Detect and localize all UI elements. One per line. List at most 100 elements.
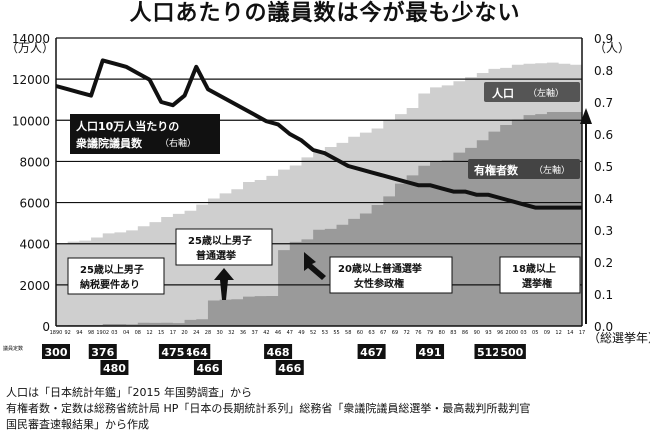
x-tick-label: 46 [275, 330, 281, 336]
x-tick-label: 30 [216, 330, 222, 336]
x-tick-label: 17 [579, 330, 585, 336]
x-tick-label: 1890 [50, 330, 63, 336]
seat-value: 300 [45, 346, 68, 359]
seat-row: 300 376 466 464 468 466 467 491 512 500 480 475 [42, 344, 526, 375]
x-tick-label: 55 [333, 330, 339, 336]
right-tick-label: 0.3 [594, 224, 613, 238]
era3-arrow [304, 252, 326, 280]
era3-line2: 女性参政権 [354, 277, 404, 290]
note-line-3: 国民審査速報結果」から作成 [6, 418, 149, 431]
right-tick-label: 0.0 [594, 320, 613, 334]
seat-value: 376 [91, 346, 114, 359]
x-tick-label: 60 [357, 330, 363, 336]
x-tick-label: 83 [450, 330, 456, 336]
ratio-label-line2: 衆議院議員数 [76, 136, 143, 150]
seat-box [193, 360, 222, 375]
x-tick-label: 69 [392, 330, 398, 336]
era4-line2: 選挙権 [522, 277, 552, 290]
population-axis-label: （左軸） [528, 87, 564, 99]
x-tick-label: 86 [462, 330, 468, 336]
seat-value: 512 [477, 346, 500, 359]
x-tick-label: 14 [567, 330, 573, 336]
x-tick-label: 1902 [96, 330, 109, 336]
seat-box [474, 344, 503, 359]
seat-box [100, 360, 129, 375]
era3-line1: 20歳以上普通選挙 [338, 262, 423, 275]
left-tick-label: 12000 [12, 73, 50, 87]
voters-label: 有権者数 [474, 163, 519, 177]
seat-box [158, 344, 187, 359]
era2-line2: 普通選挙 [196, 249, 237, 262]
x-tick-label: 93 [485, 330, 491, 336]
seat-box [416, 344, 445, 359]
seat-box [357, 344, 386, 359]
x-tick-label: 53 [322, 330, 328, 336]
x-tick-label: 92 [65, 330, 71, 336]
x-tick-label: 37 [252, 330, 258, 336]
right-tick-label: 0.6 [594, 128, 613, 142]
x-tick-label: 49 [298, 330, 304, 336]
ratio-axis-label: （右軸） [160, 137, 196, 149]
x-tick-label: 47 [287, 330, 293, 336]
era4-line1: 18歳以上 [512, 262, 556, 275]
x-tick-label: 76 [415, 330, 421, 336]
seat-value: 491 [419, 346, 442, 359]
era4-arrow-head [580, 108, 592, 124]
era2-box [175, 228, 273, 266]
era1-line1: 25歳以上男子 [80, 263, 144, 276]
x-tick-label: 90 [474, 330, 480, 336]
x-tick-label: 08 [135, 330, 141, 336]
x-tick-label: 63 [368, 330, 374, 336]
voters-axis-label: （左軸） [534, 164, 570, 176]
note-line-1: 人口は「日本統計年鑑」「2015 年国勢調査」から [6, 386, 252, 399]
seat-box [182, 344, 211, 359]
seat-box [275, 360, 304, 375]
voters-label-box [468, 159, 580, 179]
x-tick-label: 12 [146, 330, 152, 336]
x-tick-label: 96 [497, 330, 503, 336]
era1-line2: 納税要件あり [80, 278, 140, 291]
right-tick-label: 0.8 [594, 64, 613, 78]
right-tick-label: 0.1 [594, 288, 613, 302]
left-tick-label: 4000 [19, 238, 50, 252]
x-axis-unit: （総選挙年） [588, 331, 650, 345]
x-tick-label: 15 [158, 330, 164, 336]
x-tick-label: 04 [123, 330, 129, 336]
seat-value: 466 [196, 362, 219, 375]
x-tick-label: 58 [345, 330, 351, 336]
x-tick-label: 94 [76, 330, 82, 336]
seat-value: 468 [267, 346, 290, 359]
left-tick-label: 2000 [19, 279, 50, 293]
left-axis-unit: （万人） [6, 41, 54, 55]
annotations: （万人） （人） （総選挙年） 人口 （左軸） 有権者数 （左軸） 人口10万人… [6, 41, 650, 345]
left-tick-label: 6000 [19, 197, 50, 211]
x-tick-label: 12 [555, 330, 561, 336]
notes: 人口は「日本統計年鑑」「2015 年国勢調査」から 有権者数・定数は総務省統計局… [6, 385, 646, 433]
x-tick-label: 05 [532, 330, 538, 336]
seat-box [497, 344, 526, 359]
x-tick-label: 52 [310, 330, 316, 336]
x-tick-label: 32 [228, 330, 234, 336]
right-tick-label: 0.4 [594, 192, 613, 206]
x-tick-label: 03 [520, 330, 526, 336]
x-tick-label: 98 [88, 330, 94, 336]
x-tick-label: 36 [240, 330, 246, 336]
era4-box [499, 256, 581, 294]
ratio-line [55, 58, 582, 210]
left-tick-label: 10000 [12, 114, 50, 128]
era2-arrow [214, 268, 234, 300]
seat-value: 464 [185, 346, 208, 359]
left-tick-label: 14000 [12, 32, 50, 46]
left-tick-label: 0 [42, 320, 50, 334]
page-title: 人口あたりの議員数は今が最も少ない [129, 1, 521, 26]
x-tick-label: 72 [403, 330, 409, 336]
right-tick-label: 0.2 [594, 256, 613, 270]
seat-value: 500 [500, 346, 523, 359]
era1-box [67, 257, 165, 295]
left-tick-label: 8000 [19, 155, 50, 169]
x-tick-label: 67 [380, 330, 386, 336]
population-label-box [484, 82, 580, 102]
x-tick-label: 24 [193, 330, 199, 336]
seat-box [42, 344, 70, 359]
right-tick-label: 0.7 [594, 96, 613, 110]
